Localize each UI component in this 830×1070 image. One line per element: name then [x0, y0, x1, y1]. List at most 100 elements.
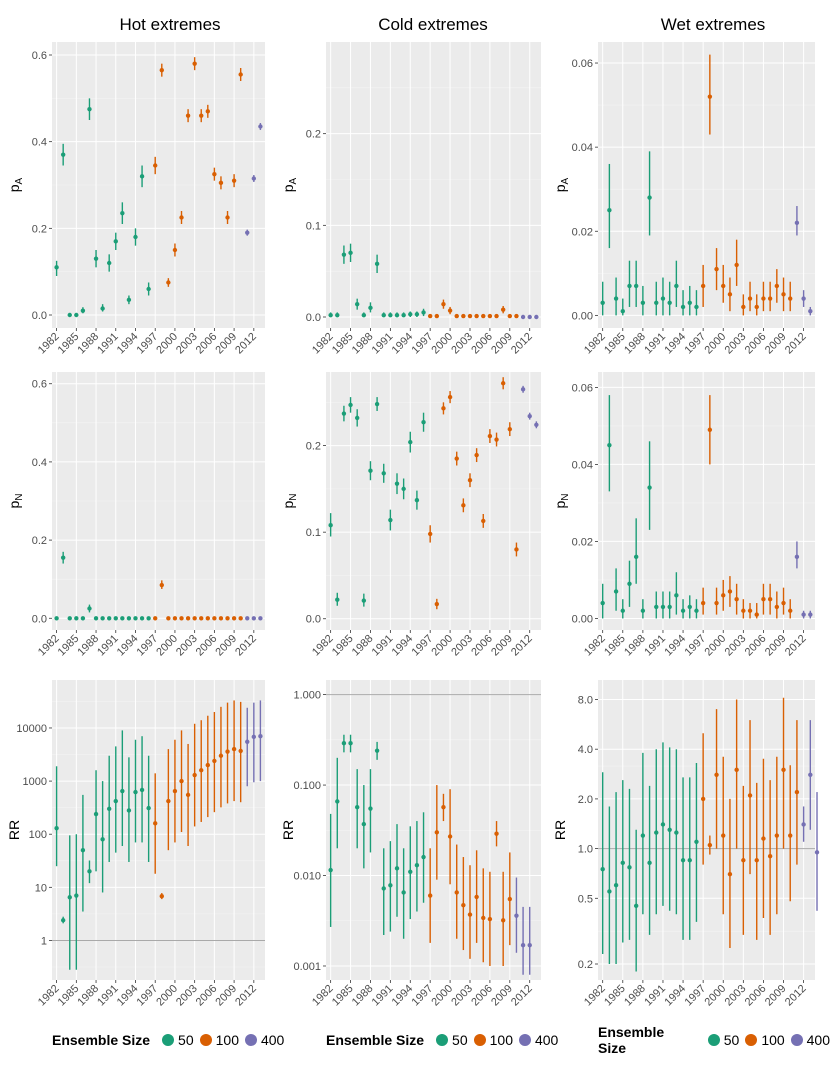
x-tick-label: 1988 [350, 983, 376, 1009]
x-tick-label: 2003 [174, 983, 200, 1009]
x-tick-label: 1982 [582, 633, 608, 659]
x-tick-label: 1991 [642, 331, 668, 357]
data-point [454, 890, 459, 895]
data-point [461, 503, 466, 508]
data-point [487, 313, 493, 319]
column-title-cold: Cold extremes [378, 15, 488, 34]
x-tick-label: 1985 [56, 331, 82, 357]
data-point [494, 831, 499, 836]
panel-hot-pn: 0.0 0.2 0.4 0.6 1982198519881991199419972000… [6, 372, 265, 658]
y-tick-label: 0.04 [572, 459, 593, 471]
panel-grid: 0.00.20.40.61982198519881991199419972000… [6, 42, 820, 1009]
data-point [734, 596, 739, 602]
data-point [647, 860, 652, 866]
data-point [613, 883, 619, 888]
data-point [218, 753, 224, 758]
y-axis-title-subscript: N [560, 493, 571, 500]
data-point [67, 312, 72, 318]
data-point [374, 401, 380, 407]
data-point [600, 867, 605, 872]
data-point [87, 606, 92, 611]
data-point [245, 616, 250, 621]
x-tick-label: 2012 [509, 331, 535, 357]
y-tick-label: 0.4 [32, 457, 47, 469]
y-axis-title-subscript: A [14, 177, 25, 184]
x-tick-label: 1997 [410, 633, 436, 659]
data-point [633, 283, 639, 289]
legend-title: Ensemble Size [598, 1024, 665, 1056]
y-tick-label: 0.2 [32, 535, 47, 547]
y-tick-label: 0.00 [572, 613, 593, 625]
data-point [620, 608, 625, 613]
data-point [607, 442, 612, 448]
y-axis-title: pA [552, 177, 571, 192]
x-tick-label: 2009 [489, 331, 515, 357]
data-point [146, 286, 151, 292]
x-tick-label: 1994 [662, 983, 688, 1009]
data-point [774, 833, 780, 838]
panel-hot-rr: 1101001000100001982198519881991199419972… [6, 680, 265, 1008]
y-axis-title: RR [6, 820, 22, 840]
y-axis-title: pA [6, 177, 25, 192]
data-point [408, 439, 413, 445]
data-point [245, 739, 250, 744]
data-point [627, 581, 632, 586]
x-tick-label: 2000 [429, 331, 455, 357]
column-title-wet: Wet extremes [661, 15, 766, 34]
data-point [374, 261, 380, 267]
data-point [251, 616, 257, 621]
panel-cold-pn: 0.00.10.21982198519881991199419972000200… [280, 372, 541, 658]
data-point [258, 733, 263, 739]
data-point [60, 555, 66, 560]
x-tick-label: 1991 [95, 331, 121, 357]
x-tick-label: 2000 [703, 983, 729, 1009]
data-point [754, 858, 759, 863]
data-point [113, 798, 118, 804]
y-tick-label: 0.06 [572, 382, 593, 394]
data-point [801, 296, 806, 301]
data-point [120, 210, 125, 216]
x-tick-label: 1988 [622, 331, 648, 357]
data-point [394, 866, 400, 871]
data-point [767, 853, 773, 859]
y-axis-title-main: p [280, 184, 296, 192]
data-point [747, 296, 753, 301]
data-point [348, 741, 353, 746]
x-tick-label: 1994 [115, 331, 141, 357]
data-point [258, 616, 263, 621]
data-point [205, 762, 211, 768]
data-point [747, 793, 753, 798]
data-point [408, 312, 413, 317]
x-tick-label: 1994 [115, 983, 141, 1009]
data-point [192, 772, 197, 778]
data-point [633, 903, 639, 909]
data-point [341, 741, 347, 746]
data-point [80, 616, 86, 621]
data-point [767, 296, 773, 301]
data-point [172, 788, 178, 794]
data-point [794, 220, 800, 226]
legend-title: Ensemble Size [326, 1032, 425, 1048]
data-point [87, 106, 92, 112]
data-point [381, 312, 386, 318]
data-point [700, 796, 706, 802]
y-axis-title: pN [6, 493, 25, 508]
x-tick-label: 2003 [449, 983, 475, 1009]
data-point [179, 215, 184, 220]
data-point [427, 893, 433, 898]
data-point [354, 301, 360, 307]
y-tick-label: 0.100 [293, 780, 321, 792]
data-point [707, 427, 713, 432]
data-point [427, 531, 433, 537]
data-point [225, 215, 230, 220]
data-point [680, 608, 686, 613]
x-tick-label: 2003 [449, 331, 475, 357]
data-point [714, 772, 719, 777]
panel-wet-pa: 0.00 0.02 0.04 0.06 198219851988199119941997… [552, 42, 815, 356]
x-tick-label: 1982 [582, 983, 608, 1009]
data-point [100, 616, 105, 621]
data-point [781, 767, 786, 773]
data-point [794, 789, 800, 795]
data-point [721, 593, 726, 598]
x-tick-label: 1985 [330, 983, 356, 1009]
